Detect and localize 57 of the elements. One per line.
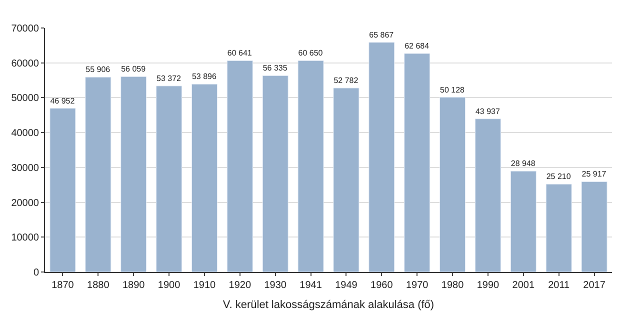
x-tick-label: 1920 bbox=[228, 280, 252, 291]
data-label: 25 917 bbox=[582, 170, 607, 179]
data-label: 53 372 bbox=[156, 74, 182, 83]
bar bbox=[156, 86, 182, 272]
data-label: 43 937 bbox=[475, 106, 500, 116]
x-tick-label: 1949 bbox=[335, 280, 358, 291]
x-tick-label: 1900 bbox=[158, 280, 181, 291]
bar bbox=[191, 84, 218, 272]
data-label: 46 952 bbox=[50, 96, 76, 106]
y-tick-label: 70000 bbox=[11, 24, 40, 34]
x-tick-label: 2017 bbox=[583, 280, 606, 291]
data-label: 62 684 bbox=[404, 42, 430, 50]
x-tick-label: 1930 bbox=[264, 280, 287, 291]
data-label: 50 128 bbox=[440, 85, 466, 94]
x-tick-label: 1980 bbox=[441, 280, 464, 291]
y-tick-label: 50000 bbox=[11, 93, 40, 104]
bar bbox=[368, 42, 395, 272]
y-tick-label: 0 bbox=[33, 268, 40, 278]
x-tick-label: 1890 bbox=[122, 280, 146, 291]
bar bbox=[50, 108, 76, 272]
y-tick-label: 40000 bbox=[11, 128, 40, 140]
bar bbox=[440, 97, 466, 272]
bar bbox=[333, 88, 360, 272]
data-label: 52 782 bbox=[334, 76, 359, 86]
bar bbox=[404, 53, 430, 272]
y-tick-label: 10000 bbox=[11, 232, 40, 244]
x-tick-label: 1880 bbox=[87, 280, 110, 291]
x-tick-label: 1941 bbox=[300, 280, 322, 291]
data-label: 55 906 bbox=[86, 65, 111, 74]
x-tick-label: 2011 bbox=[548, 280, 570, 291]
bar bbox=[120, 76, 147, 272]
bar bbox=[474, 118, 501, 272]
y-tick-label: 20000 bbox=[11, 198, 40, 209]
bar bbox=[298, 60, 324, 272]
bar bbox=[510, 170, 536, 272]
bar bbox=[85, 76, 112, 272]
x-tick-label: 1910 bbox=[193, 280, 216, 291]
data-label: 65 867 bbox=[369, 30, 394, 40]
data-label: 60 641 bbox=[227, 48, 252, 58]
bar bbox=[581, 181, 608, 272]
bar bbox=[546, 184, 572, 272]
data-label: 53 896 bbox=[192, 72, 217, 82]
data-label: 56 059 bbox=[121, 64, 146, 74]
x-axis-title: V. kerület lakosságszámának alakulása (fő) bbox=[222, 299, 434, 312]
y-tick-label: 60000 bbox=[11, 58, 40, 70]
x-tick-label: 1960 bbox=[370, 280, 394, 291]
data-label: 28 948 bbox=[510, 159, 536, 168]
x-tick-label: 1970 bbox=[406, 280, 429, 291]
x-tick-label: 1870 bbox=[52, 280, 74, 291]
data-label: 60 650 bbox=[298, 48, 324, 58]
bar bbox=[262, 75, 288, 272]
x-tick-label: 2001 bbox=[512, 280, 535, 291]
bar bbox=[226, 60, 253, 272]
x-tick-label: 1990 bbox=[476, 280, 500, 291]
data-label: 56 335 bbox=[262, 64, 288, 73]
y-tick-label: 30000 bbox=[11, 162, 40, 174]
data-label: 25 210 bbox=[546, 172, 572, 182]
